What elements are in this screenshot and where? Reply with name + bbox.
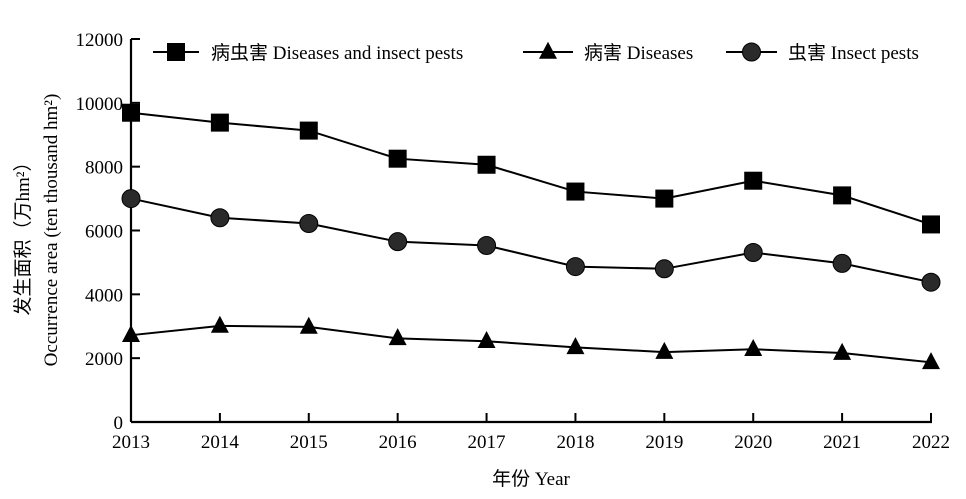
y-tick-label: 12000 [76, 30, 124, 51]
x-tick-label: 2015 [290, 432, 328, 453]
legend-marker-triangle [539, 41, 557, 59]
data-point-triangle [122, 324, 140, 342]
legend-label: 病虫害 Diseases and insect pests [211, 42, 463, 64]
data-point-square [744, 171, 763, 190]
x-tick-label: 2022 [912, 432, 950, 453]
y-tick-label: 4000 [85, 285, 123, 306]
series-square [122, 103, 940, 234]
series-line [130, 197, 932, 284]
data-point-square [655, 189, 674, 208]
data-point-square [299, 121, 318, 140]
y-axis-title-en: Occurrence area (ten thousand hm²) [41, 94, 62, 367]
data-point-square [477, 155, 496, 174]
legend-marker-square [167, 43, 185, 61]
axes [129, 39, 932, 424]
series-line [130, 324, 932, 364]
data-point-triangle [210, 315, 229, 333]
x-axis-title: 年份 Year [492, 468, 570, 490]
data-point-circle [388, 232, 408, 252]
data-point-triangle [388, 328, 407, 346]
legend-item: 病害 Diseases [523, 41, 693, 64]
data-point-square [122, 103, 140, 122]
x-tick-label: 2013 [112, 432, 150, 453]
data-point-circle [210, 208, 230, 228]
data-point-square [388, 149, 407, 168]
series-triangle [122, 315, 940, 370]
series-circle [121, 189, 941, 292]
data-point-triangle [833, 342, 852, 360]
legend: 病虫害 Diseases and insect pests 病害 Diseases… [153, 41, 919, 64]
legend-label: 虫害 Insect pests [788, 42, 919, 64]
x-tick-label: 2014 [201, 432, 240, 453]
x-tick-label: 2019 [645, 432, 683, 453]
y-tick-label: 6000 [85, 222, 123, 243]
data-point-circle [832, 253, 852, 273]
series-line [130, 111, 932, 226]
data-point-triangle [744, 339, 763, 357]
x-tick-label: 2016 [379, 432, 417, 453]
data-point-square [210, 113, 229, 132]
data-point-square [566, 182, 585, 201]
data-point-triangle [566, 337, 585, 355]
y-tick-label: 0 [114, 413, 124, 434]
x-ticks: 2013 2014 2015 2016 2017 2018 2019 2020 2021 2022 [112, 413, 950, 453]
data-point-circle [921, 272, 941, 292]
x-tick-label: 2020 [734, 432, 772, 453]
y-ticks: 0 2000 4000 6000 8000 10000 12000 [76, 30, 140, 434]
data-point-circle [477, 236, 497, 256]
legend-marker-circle [742, 42, 761, 62]
series-group [121, 103, 941, 370]
data-point-circle [654, 259, 674, 279]
data-point-circle [121, 189, 141, 209]
x-tick-label: 2018 [556, 432, 594, 453]
data-point-triangle [299, 316, 318, 334]
data-point-triangle [922, 352, 940, 370]
data-point-triangle [655, 341, 674, 359]
y-tick-label: 8000 [85, 158, 123, 179]
data-point-square [922, 215, 940, 234]
legend-label: 病害 Diseases [584, 42, 693, 64]
legend-item: 虫害 Insect pests [726, 42, 919, 64]
data-point-circle [565, 257, 585, 277]
data-point-circle [743, 243, 763, 263]
x-tick-label: 2017 [468, 432, 506, 453]
y-tick-label: 10000 [76, 94, 124, 115]
y-tick-label: 2000 [85, 349, 123, 370]
legend-item: 病虫害 Diseases and insect pests [153, 42, 463, 64]
y-axis-title-cn: 发生面积（万hm²） [12, 153, 34, 316]
data-point-square [833, 186, 852, 205]
x-tick-label: 2021 [823, 432, 861, 453]
data-point-circle [299, 213, 319, 233]
data-point-triangle [477, 331, 496, 349]
